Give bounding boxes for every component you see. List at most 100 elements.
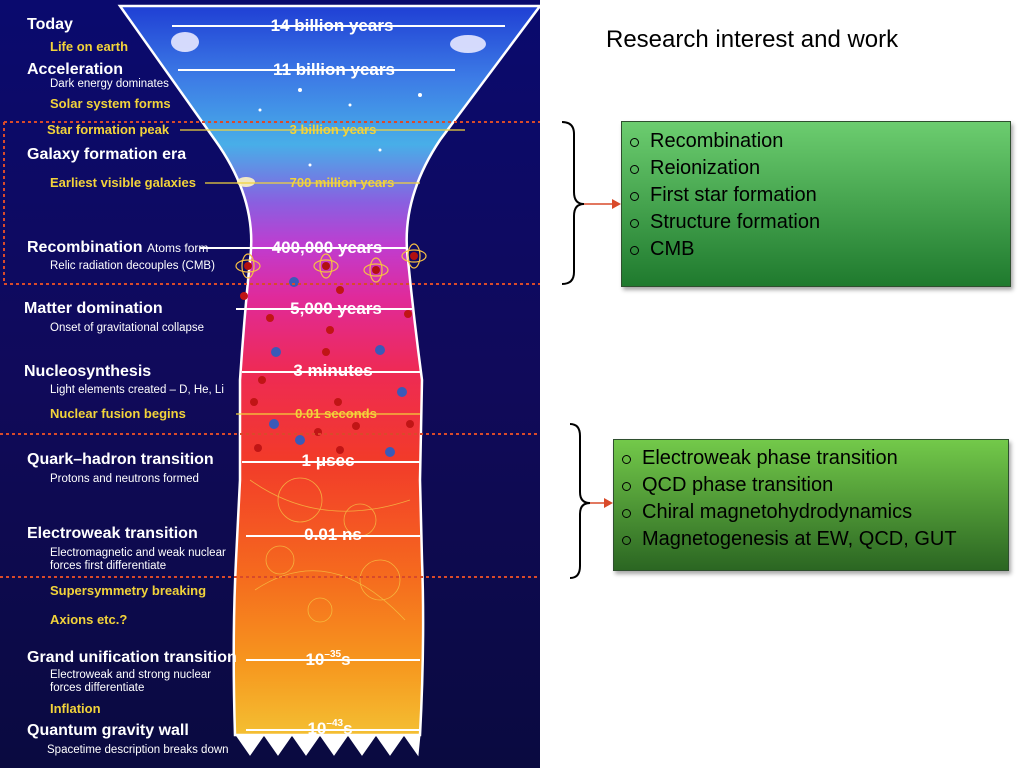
- spike-wall: [235, 734, 421, 757]
- list-item: Electroweak phase transition: [614, 445, 1008, 472]
- time-label-planck: 10–43s: [307, 718, 353, 739]
- bullet-icon: [630, 219, 639, 228]
- event-supersymmetry: Supersymmetry breaking: [50, 583, 207, 598]
- time-label: 14 billion years: [270, 16, 394, 35]
- star: [348, 103, 352, 107]
- list-item-text: Structure formation: [650, 211, 821, 233]
- highlight-brackets: [0, 121, 540, 578]
- time-unit: s: [341, 650, 351, 669]
- atom: [235, 243, 427, 283]
- event-quantum-gravity: Quantum gravity wall: [27, 722, 189, 739]
- star: [418, 93, 422, 97]
- list-item: Magnetogenesis at EW, QCD, GUT: [614, 526, 1008, 553]
- time-label: 0.01 seconds: [295, 406, 377, 421]
- cosmic-timeline-diagram: Today Life on earth Acceleration Dark en…: [0, 0, 540, 768]
- epoch-lines-yellow: [180, 129, 465, 415]
- time-exponent: –35: [324, 649, 342, 660]
- time-label: 3 billion years: [289, 122, 377, 137]
- event-matter-domination-sub: Onset of gravitational collapse: [50, 322, 205, 334]
- event-electroweak-sub2: forces first differentiate: [50, 560, 167, 572]
- time-label-gut: 10–35s: [305, 649, 351, 670]
- star: [298, 88, 302, 92]
- event-acceleration-sub: Dark energy dominates: [50, 78, 169, 90]
- bullet-icon: [630, 165, 639, 174]
- particles: [240, 252, 418, 457]
- funnel-graphic: [0, 0, 540, 768]
- event-nuclear-fusion: Nuclear fusion begins: [50, 406, 186, 421]
- epoch-lines: [172, 25, 505, 731]
- event-quark-hadron-sub: Protons and neutrons formed: [50, 473, 199, 485]
- event-axions: Axions etc.?: [50, 612, 128, 627]
- research-list-2: Electroweak phase transition QCD phase t…: [614, 440, 1008, 553]
- bullet-icon: [630, 192, 639, 201]
- research-box-phase-transitions: Electroweak phase transition QCD phase t…: [613, 439, 1009, 571]
- bullet-icon: [622, 482, 631, 491]
- time-label: 3 minutes: [293, 361, 373, 380]
- event-galaxy-formation: Galaxy formation era: [27, 146, 187, 163]
- bullet-icon: [630, 138, 639, 147]
- bullet-icon: [630, 246, 639, 255]
- event-grand-unification-sub: Electroweak and strong nuclear: [50, 669, 212, 681]
- event-earliest-galaxies: Earliest visible galaxies: [50, 175, 196, 190]
- event-nucleosynthesis: Nucleosynthesis: [24, 363, 152, 380]
- plasma-tracks: [249, 477, 411, 623]
- star: [378, 148, 382, 152]
- galaxy: [450, 35, 486, 53]
- star: [258, 108, 262, 112]
- time-label: 0.01 ns: [304, 525, 362, 544]
- research-title: Research interest and work: [606, 26, 899, 53]
- galaxy: [237, 177, 255, 187]
- event-nucleosynthesis-sub: Light elements created – D, He, Li: [50, 384, 224, 396]
- galaxy: [171, 32, 199, 52]
- event-today: Today: [27, 16, 73, 33]
- list-item: Chiral magnetohydrodynamics: [614, 499, 1008, 526]
- list-item-text: Reionization: [650, 157, 761, 179]
- event-acceleration: Acceleration: [27, 61, 124, 78]
- event-electroweak-sub: Electromagnetic and weak nuclear: [50, 547, 226, 559]
- arrowhead-2: [604, 498, 613, 508]
- event-recombination-title: Recombination: [27, 239, 143, 256]
- list-item: QCD phase transition: [614, 472, 1008, 499]
- event-recombination-inline: Atoms form: [147, 241, 209, 255]
- event-matter-domination: Matter domination: [24, 300, 163, 317]
- event-life-on-earth: Life on earth: [50, 39, 129, 54]
- time-label: 1 μsec: [301, 451, 355, 470]
- bullet-icon: [622, 455, 631, 464]
- curly-brace-1: [561, 121, 585, 285]
- list-item: Reionization: [622, 155, 1010, 182]
- list-item-text: CMB: [650, 238, 695, 260]
- bullet-icon: [622, 509, 631, 518]
- event-recombination-sub: Relic radiation decouples (CMB): [50, 260, 215, 272]
- event-electroweak: Electroweak transition: [27, 525, 198, 542]
- list-item-text: Magnetogenesis at EW, QCD, GUT: [642, 528, 957, 550]
- event-inflation: Inflation: [50, 701, 101, 716]
- event-quantum-gravity-sub: Spacetime description breaks down: [47, 744, 229, 756]
- list-item-text: Recombination: [650, 130, 784, 152]
- star: [308, 163, 312, 167]
- time-label: 11 billion years: [273, 60, 395, 79]
- event-recombination: Recombination Atoms form: [27, 239, 208, 257]
- time-exponent: –43: [326, 718, 344, 729]
- event-grand-unification: Grand unification transition: [27, 649, 237, 666]
- event-star-formation-peak: Star formation peak: [47, 122, 170, 137]
- time-base: 10: [305, 650, 325, 669]
- list-item: Structure formation: [622, 209, 1010, 236]
- list-item-text: Electroweak phase transition: [642, 447, 898, 469]
- list-item-text: Chiral magnetohydrodynamics: [642, 501, 913, 523]
- bullet-icon: [622, 536, 631, 545]
- list-item: CMB: [622, 236, 1010, 263]
- research-box-early-universe: Recombination Reionization First star fo…: [621, 121, 1011, 287]
- time-label: 400,000 years: [271, 238, 383, 257]
- research-list-1: Recombination Reionization First star fo…: [622, 122, 1010, 263]
- event-quark-hadron: Quark–hadron transition: [27, 451, 214, 468]
- time-label: 700 million years: [289, 175, 395, 190]
- curly-brace-2: [569, 423, 591, 579]
- list-item: Recombination: [622, 128, 1010, 155]
- time-base: 10: [307, 719, 327, 738]
- list-item-text: QCD phase transition: [642, 474, 834, 496]
- list-item: First star formation: [622, 182, 1010, 209]
- event-grand-unification-sub2: forces differentiate: [50, 682, 145, 694]
- event-solar-system: Solar system forms: [50, 96, 171, 111]
- time-unit: s: [343, 719, 353, 738]
- list-item-text: First star formation: [650, 184, 817, 206]
